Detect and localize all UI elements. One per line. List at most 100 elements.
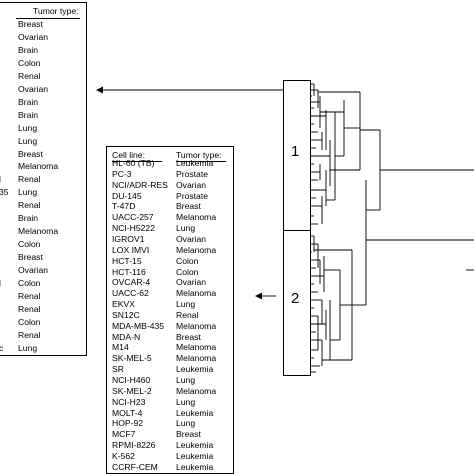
right-row-tumor-type: Breast xyxy=(176,331,201,342)
right-row-cell-line: M14 xyxy=(112,342,129,353)
right-row-tumor-type: Melanoma xyxy=(176,353,217,364)
left-row-tumor-type: Renal xyxy=(18,174,41,185)
left-row-tumor-type: Brain xyxy=(18,109,39,120)
left-row-tumor-type: Brain xyxy=(18,213,39,224)
right-row-cell-line: HCT-116 xyxy=(112,266,146,277)
arrow-cluster-1-head xyxy=(96,86,103,94)
right-row-cell-line: MOLT-4 xyxy=(112,407,143,418)
left-row-cell-line-fragment: c xyxy=(0,342,4,353)
right-row-tumor-type: Melanoma xyxy=(176,320,217,331)
right-row-tumor-type: Breast xyxy=(176,429,201,440)
left-row-tumor-type: Colon xyxy=(18,239,41,250)
right-row-tumor-type: Prostate xyxy=(176,190,209,201)
left-row-tumor-type: Lung xyxy=(18,122,38,133)
right-row-cell-line: UACC-257 xyxy=(112,212,154,223)
right-row-cell-line: NCI-H5222 xyxy=(112,223,155,234)
left-row-cell-line-fragment: l xyxy=(0,174,1,184)
right-row-tumor-type: Renal xyxy=(176,309,199,320)
right-row-tumor-type: Ovarian xyxy=(176,277,207,288)
cell-line-header: Cell line: xyxy=(112,150,145,160)
right-row-cell-line: EKVX xyxy=(112,299,135,310)
right-row-cell-line: LOX IMVI xyxy=(112,244,150,255)
right-cluster-table: Cell line: Tumor type: HL-60 (TB) Leukemi… xyxy=(106,146,234,474)
right-row-tumor-type: Lung xyxy=(176,299,196,310)
left-row-cell-line-fragment: l xyxy=(0,278,1,288)
left-cluster-table: Tumor type: Breast Ovarian Brain Colon Renal… xyxy=(0,2,87,356)
left-row-tumor-type: Colon xyxy=(18,57,41,68)
right-row-cell-line: OVCAR-4 xyxy=(112,277,151,288)
left-row-cell-line-fragment: 35 xyxy=(0,187,9,198)
right-row-tumor-type: Leukemia xyxy=(176,461,214,472)
cluster-bar: 1 2 xyxy=(283,80,311,376)
right-row-cell-line: K-562 xyxy=(112,450,135,461)
right-row-cell-line: IGROV1 xyxy=(112,233,145,244)
right-row-cell-line: UACC-62 xyxy=(112,288,149,299)
arrow-cluster-2-head xyxy=(255,292,262,300)
right-row-tumor-type: Lung xyxy=(176,396,196,407)
left-row-tumor-type: Renal xyxy=(18,70,41,81)
cluster-label-1: 1 xyxy=(291,143,300,160)
left-row-tumor-type: Ovarian xyxy=(18,83,49,94)
cluster-divider xyxy=(284,230,310,231)
cluster-label-2: 2 xyxy=(291,290,300,307)
right-row-tumor-type: Lung xyxy=(176,375,196,385)
left-row-tumor-type: Brain xyxy=(18,44,39,55)
right-row-tumor-type: Leukemia xyxy=(176,364,214,375)
left-row-tumor-type: Lung xyxy=(18,342,38,353)
right-row-tumor-type: Melanoma xyxy=(176,244,217,255)
right-row-tumor-type: Leukemia xyxy=(176,440,214,451)
right-row-cell-line: DU-145 xyxy=(112,190,142,201)
left-row-tumor-type: Renal xyxy=(18,303,41,314)
right-row-tumor-type: Colon xyxy=(176,255,199,266)
right-row-tumor-type: Leukemia xyxy=(176,158,214,168)
right-row-cell-line: HOP-92 xyxy=(112,418,144,429)
left-row-tumor-type: Breast xyxy=(18,148,43,159)
left-row-tumor-type: Breast xyxy=(18,19,43,29)
left-row-tumor-type: Brain xyxy=(18,96,39,107)
right-row-tumor-type: Leukemia xyxy=(176,450,214,461)
right-row-cell-line: T-47D xyxy=(112,201,136,212)
right-row-tumor-type: Melanoma xyxy=(176,385,217,396)
right-row-cell-line: MCF7 xyxy=(112,429,136,440)
left-row-tumor-type: Ovarian xyxy=(18,31,49,42)
cell-line-header-underline xyxy=(112,161,162,162)
left-row-tumor-type: Lung xyxy=(18,187,38,198)
right-row-tumor-type: Breast xyxy=(176,201,201,212)
left-row-tumor-type: Renal xyxy=(18,200,41,211)
right-row-cell-line: SK-MEL-5 xyxy=(112,353,152,364)
right-row-cell-line: MDA-MB-435 xyxy=(112,320,165,331)
left-row-tumor-type: Lung xyxy=(18,135,38,146)
tumor-type-header: Tumor type: xyxy=(33,6,79,16)
right-row-cell-line: HL-60 (TB) xyxy=(112,158,155,168)
right-row-tumor-type: Colon xyxy=(176,266,199,277)
right-row-cell-line: RPMI-8226 xyxy=(112,440,156,451)
right-row-tumor-type: Ovarian xyxy=(176,179,207,190)
right-row-tumor-type: Lung xyxy=(176,418,196,429)
right-row-cell-line: CCRF-CEM xyxy=(112,461,158,472)
left-row-tumor-type: Renal xyxy=(18,329,41,340)
right-row-cell-line: HCT-15 xyxy=(112,255,142,266)
right-row-tumor-type: Melanoma xyxy=(176,288,217,299)
right-row-cell-line: SN12C xyxy=(112,309,140,320)
right-row-cell-line: MDA-N xyxy=(112,331,141,342)
right-row-tumor-type: Lung xyxy=(176,223,196,234)
right-row-cell-line: SK-MEL-2 xyxy=(112,385,152,396)
left-row-tumor-type: Breast xyxy=(18,252,43,263)
right-row-cell-line: PC-3 xyxy=(112,168,132,179)
left-row-tumor-type: Melanoma xyxy=(18,226,59,237)
right-row-tumor-type: Ovarian xyxy=(176,233,207,244)
left-row-tumor-type: Melanoma xyxy=(18,161,59,172)
right-row-tumor-type: Prostate xyxy=(176,168,209,179)
header-divider xyxy=(16,18,80,19)
tumor-type-header: Tumor type: xyxy=(176,150,222,160)
left-row-tumor-type: Renal xyxy=(18,290,41,301)
right-row-tumor-type: Leukemia xyxy=(176,407,214,418)
left-row-tumor-type: Colon xyxy=(18,278,41,288)
right-row-cell-line: NCI/ADR-RES xyxy=(112,179,168,190)
right-row-tumor-type: Melanoma xyxy=(176,212,217,223)
tumor-type-header-underline xyxy=(176,161,226,162)
right-row-cell-line: NCI-H460 xyxy=(112,375,151,385)
right-row-cell-line: SR xyxy=(112,364,124,375)
right-row-cell-line: NCI-H23 xyxy=(112,396,146,407)
